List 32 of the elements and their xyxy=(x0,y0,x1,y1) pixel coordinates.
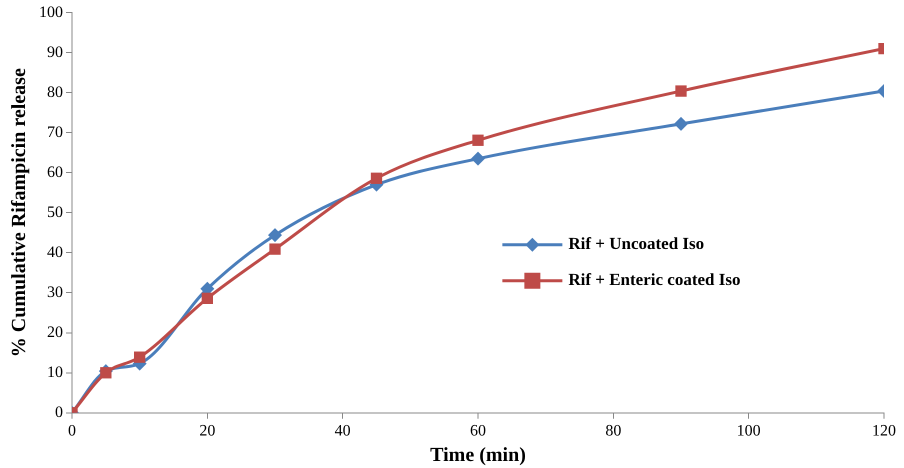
y-tick-label: 20 xyxy=(47,324,63,341)
point xyxy=(472,134,484,146)
point xyxy=(370,172,382,184)
point xyxy=(202,292,213,304)
point xyxy=(134,352,146,363)
x-tick-label: 0 xyxy=(68,422,76,440)
legend-label: Rif + Uncoated Iso xyxy=(568,234,704,254)
y-tick-label: 0 xyxy=(55,404,63,422)
y-tick-label: 100 xyxy=(39,4,63,21)
x-tick-label: 80 xyxy=(605,422,622,440)
y-tick-label: 10 xyxy=(47,364,63,381)
y-tick-label: 50 xyxy=(47,204,63,221)
y-axis-title: % Cumulative Rifampicin release xyxy=(8,68,30,358)
y-tick-label: 40 xyxy=(47,244,63,261)
point xyxy=(100,367,112,378)
x-tick-label: 120 xyxy=(872,422,896,440)
point xyxy=(471,152,485,166)
x-tick-label: 40 xyxy=(334,422,351,440)
point xyxy=(268,228,282,242)
point xyxy=(674,116,688,131)
x-tick-label: 20 xyxy=(199,422,216,440)
y-tick-label: 80 xyxy=(47,84,63,101)
y-tick-label: 60 xyxy=(47,164,63,181)
x-tick-label: 100 xyxy=(736,422,761,440)
y-tick-label: 90 xyxy=(47,44,63,61)
x-axis-title: Time (min) xyxy=(430,444,526,466)
y-tick-label: 30 xyxy=(47,284,63,301)
point xyxy=(675,85,687,97)
y-tick-label: 70 xyxy=(47,124,63,141)
x-tick-label: 60 xyxy=(470,422,486,440)
legend-label: Rif + Enteric coated Iso xyxy=(568,270,740,290)
point xyxy=(269,243,281,255)
